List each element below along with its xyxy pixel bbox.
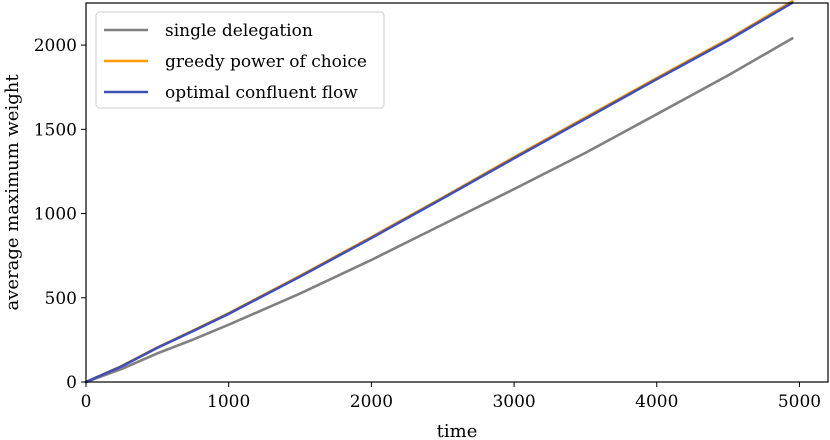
legend-label: optimal confluent flow: [165, 83, 358, 103]
series-line-0: [84, 37, 794, 384]
y-tick-label: 1000: [34, 205, 77, 225]
x-tick-label: 5000: [778, 392, 821, 412]
legend: single delegation greedy power of choice o…: [95, 11, 385, 109]
plot-lines: [84, 0, 794, 384]
y-tick-label: 1500: [34, 120, 77, 140]
legend-label: greedy power of choice: [165, 52, 367, 72]
x-tick-label: 0: [81, 392, 92, 412]
x-tick-label: 3000: [492, 392, 535, 412]
legend-label: single delegation: [165, 21, 313, 41]
x-tick-label: 4000: [635, 392, 678, 412]
legend-box: [95, 11, 385, 109]
x-tick-label: 2000: [350, 392, 393, 412]
plot-frame: [85, 2, 829, 383]
y-tick-label: 0: [66, 373, 77, 393]
y-tick-label: 500: [45, 289, 77, 309]
x-axis-label: time: [437, 421, 478, 440]
x-tick-label: 1000: [207, 392, 250, 412]
y-axis-label: average maximum weight: [2, 74, 23, 311]
y-tick-label: 2000: [34, 36, 77, 56]
series-line-2: [84, 1, 794, 384]
x-axis-ticks: 0 1000 2000 3000 4000 5000: [81, 382, 821, 412]
y-axis-ticks: 0 500 1000 1500 2000: [34, 36, 86, 393]
